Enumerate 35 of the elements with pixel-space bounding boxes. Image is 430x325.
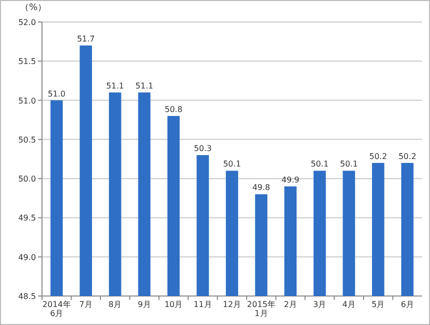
data-label: 51.0 xyxy=(48,89,66,98)
x-tick-label: 5月 xyxy=(372,300,385,309)
y-tick-label: 50.0 xyxy=(18,174,36,184)
x-tick-label: 3月 xyxy=(313,300,326,309)
y-axis-title: （%） xyxy=(20,3,47,13)
data-label: 50.8 xyxy=(164,104,182,114)
data-label: 49.8 xyxy=(252,183,270,192)
y-tick-label: 50.5 xyxy=(18,135,36,144)
x-tick-label: 6月 xyxy=(400,300,414,309)
data-label: 50.2 xyxy=(398,152,416,161)
data-label: 51.1 xyxy=(135,81,154,90)
x-tick-label: 2014年 6月 xyxy=(42,300,71,318)
data-label: 50.3 xyxy=(194,144,212,154)
x-tick-label: 9月 xyxy=(138,300,151,309)
data-label: 51.7 xyxy=(76,34,95,44)
y-tick-label: 49.5 xyxy=(18,214,36,223)
data-label: 50.1 xyxy=(223,160,241,169)
y-tick-label: 48.5 xyxy=(18,292,36,301)
x-tick-label: 2月 xyxy=(284,300,298,309)
data-label: 49.9 xyxy=(282,175,300,184)
y-tick-label: 51.5 xyxy=(18,57,36,66)
x-tick-label: 4月 xyxy=(342,300,356,309)
x-tick-label: 7月 xyxy=(79,300,92,309)
y-tick-label: 49.0 xyxy=(18,252,36,262)
data-label: 50.2 xyxy=(369,152,388,161)
data-label: 50.1 xyxy=(310,160,329,169)
data-label: 50.1 xyxy=(340,160,358,169)
y-tick-label: 51.0 xyxy=(18,96,36,106)
x-tick-label: 2015年 1月 xyxy=(247,300,276,318)
data-label: 51.1 xyxy=(106,81,124,90)
x-tick-label: 8月 xyxy=(108,300,122,309)
x-tick-label: 12月 xyxy=(222,300,242,309)
x-tick-label: 11月 xyxy=(194,300,212,309)
y-tick-label: 52.0 xyxy=(18,18,36,27)
x-tick-label: 10月 xyxy=(164,300,183,309)
